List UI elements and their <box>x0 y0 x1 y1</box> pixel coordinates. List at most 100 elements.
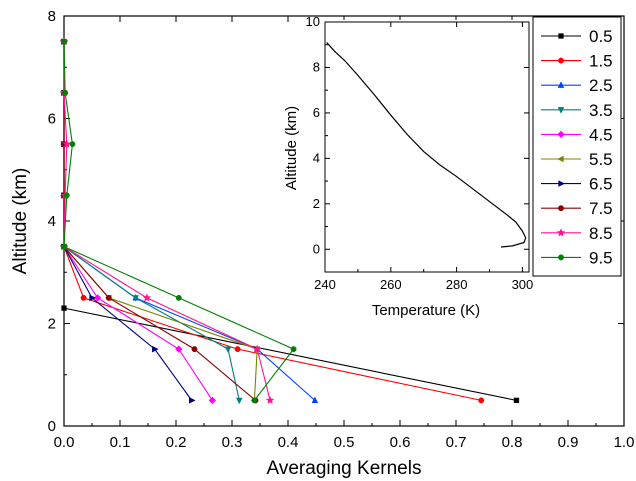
main-x-tick-label: 0.3 <box>222 434 243 451</box>
data-point <box>142 293 152 302</box>
inset-y-tick-label: 0 <box>313 241 320 256</box>
data-point <box>265 395 275 405</box>
inset-y-axis-title: Altitude (km) <box>283 106 300 190</box>
inset-background <box>320 20 530 277</box>
legend-marker <box>558 57 564 64</box>
main-x-ticks: 0.0 0.1 0.2 0.3 0.4 0.5 0.6 0.7 0.8 0.9 1.0 <box>54 16 635 451</box>
inset-y-tick-label: 4 <box>313 150 320 165</box>
series-9-5 <box>61 38 297 404</box>
legend-label: 2.5 <box>589 76 613 95</box>
inset-x-tick-label: 300 <box>512 277 534 292</box>
legend-marker <box>556 228 566 237</box>
legend-label: 8.5 <box>589 224 613 243</box>
inset-y-tick-label: 2 <box>313 196 320 211</box>
main-x-tick-label: 1.0 <box>614 434 635 451</box>
main-y-tick-label: 2 <box>48 316 56 333</box>
data-point <box>224 346 232 354</box>
data-point <box>191 346 198 353</box>
legend-item-0-5: 0.5 <box>541 27 613 46</box>
data-point <box>93 294 102 302</box>
series-line <box>63 41 295 401</box>
series-line <box>63 41 271 401</box>
inset-x-tick-label: 260 <box>380 277 402 292</box>
main-x-tick-label: 0.7 <box>446 434 467 451</box>
data-point <box>175 345 183 353</box>
data-point <box>311 396 319 404</box>
legend-label: 3.5 <box>589 101 613 120</box>
main-series <box>59 37 520 405</box>
data-point <box>69 141 76 148</box>
legend-marker <box>558 205 564 212</box>
inset-y-tick-label: 6 <box>313 105 320 120</box>
legend-item-1-5: 1.5 <box>541 52 613 71</box>
inset-y-tick-label: 10 <box>306 14 320 29</box>
main-x-tick-label: 0.0 <box>54 434 75 451</box>
legend-marker <box>557 155 564 163</box>
main-x-axis-title: Averaging Kernels <box>267 458 422 479</box>
main-y-tick-label: 6 <box>48 111 56 128</box>
data-point <box>234 346 241 353</box>
inset-x-tick-label: 280 <box>446 277 468 292</box>
legend: 0.5 1.5 2.5 3.5 4.5 5.5 6.5 7.5 8.5 9.5 <box>541 27 613 267</box>
legend-label: 1.5 <box>589 52 613 71</box>
data-point <box>189 397 196 404</box>
data-point <box>251 397 258 404</box>
inset-x-tick-label: 240 <box>314 277 336 292</box>
series-line <box>63 41 193 401</box>
data-point <box>61 243 67 250</box>
legend-item-2-5: 2.5 <box>541 76 613 95</box>
legend-marker <box>558 254 564 261</box>
main-x-tick-label: 0.8 <box>502 434 523 451</box>
series-6-5 <box>61 38 196 404</box>
main-x-tick-label: 0.5 <box>334 434 355 451</box>
data-point <box>290 346 297 353</box>
legend-label: 7.5 <box>589 199 613 218</box>
legend-label: 4.5 <box>589 125 613 144</box>
data-point <box>63 192 70 199</box>
data-point <box>175 294 182 301</box>
temperature-profile-line <box>326 42 527 248</box>
series-2-5 <box>60 37 319 404</box>
legend-label: 0.5 <box>589 27 613 46</box>
legend-marker <box>557 130 565 139</box>
legend-item-6-5: 6.5 <box>541 175 613 194</box>
legend-marker <box>558 180 565 187</box>
inset-series <box>326 42 527 248</box>
data-point <box>80 294 87 301</box>
legend-marker <box>557 81 565 88</box>
legend-marker <box>557 107 565 114</box>
data-point <box>105 294 112 301</box>
legend-item-5-5: 5.5 <box>541 150 613 169</box>
legend-item-9-5: 9.5 <box>541 248 613 267</box>
inset-x-ticks: 240 260 280 300 <box>314 22 533 292</box>
main-x-tick-label: 0.4 <box>278 434 299 451</box>
main-y-tick-label: 4 <box>48 213 56 230</box>
series-3-5 <box>60 38 243 405</box>
data-point <box>61 305 67 311</box>
main-y-tick-label: 0 <box>48 418 56 435</box>
inset-plot-frame <box>324 21 530 273</box>
inset-x-axis-title: Temperature (K) <box>372 302 480 319</box>
data-point <box>478 397 485 404</box>
main-x-tick-label: 0.6 <box>390 434 411 451</box>
inset-y-ticks: 0 2 4 6 8 10 <box>306 14 529 256</box>
legend-item-4-5: 4.5 <box>541 125 613 144</box>
main-x-tick-label: 0.1 <box>110 434 131 451</box>
data-point <box>61 38 67 45</box>
data-point <box>208 396 217 405</box>
main-y-tick-label: 8 <box>48 8 56 25</box>
data-point <box>62 139 72 148</box>
data-point <box>132 295 139 302</box>
legend-label: 9.5 <box>589 248 613 267</box>
legend-item-8-5: 8.5 <box>541 224 613 243</box>
series-8-5 <box>59 37 275 405</box>
data-point <box>235 397 243 405</box>
legend-label: 5.5 <box>589 150 613 169</box>
data-point <box>152 345 159 353</box>
data-point <box>62 89 69 96</box>
legend-label: 6.5 <box>589 175 613 194</box>
main-y-axis-title: Altitude (km) <box>10 168 31 275</box>
legend-item-7-5: 7.5 <box>541 199 613 218</box>
data-point <box>513 397 520 404</box>
